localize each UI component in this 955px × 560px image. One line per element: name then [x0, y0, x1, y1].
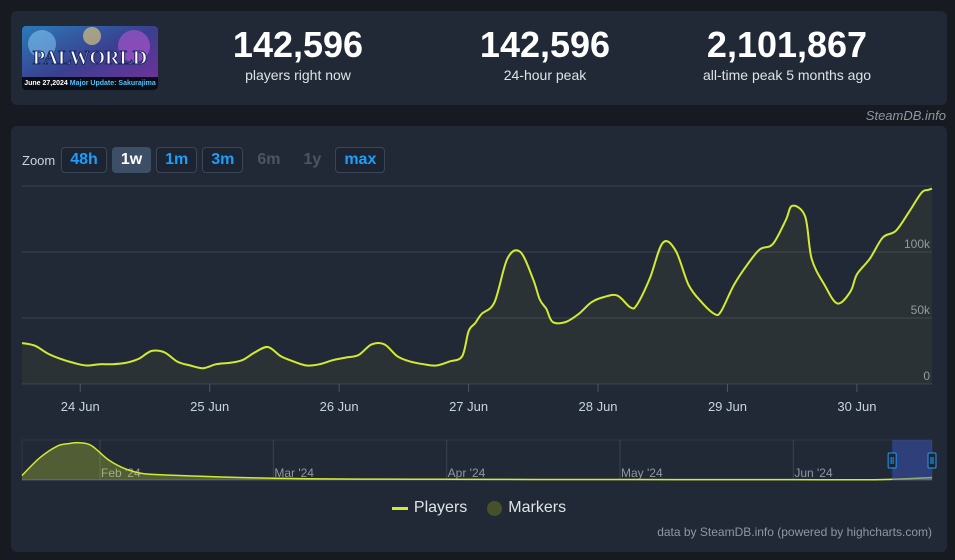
y-tick-label: 50k: [911, 303, 931, 317]
stat-label: players right now: [245, 67, 351, 83]
chart-panel: 0 50k 100k 24 Jun 25 Jun 26 Jun 27 Jun 28 Jun 29…: [11, 126, 947, 552]
steamdb-credit[interactable]: SteamDB.info: [865, 108, 946, 123]
stat-label: 24-hour peak: [503, 67, 587, 83]
logo-update-banner: June 27,2024 Major Update: Sakurajima: [22, 77, 158, 90]
legend-item-markers[interactable]: Markers: [487, 499, 566, 517]
stat-label: all-time peak 5 months ago: [702, 67, 872, 83]
legend-label: Players: [413, 499, 468, 516]
legend-label: Markers: [508, 499, 567, 516]
x-tick-label: 29 Jun: [708, 399, 747, 414]
stat-current-players: 142,596 players right now: [178, 24, 418, 84]
navigator-area: [22, 442, 932, 480]
y-tick-label: 0: [923, 369, 930, 383]
stat-value: 2,101,867: [706, 24, 868, 65]
navigator-right-handle[interactable]: [927, 452, 937, 469]
game-logo[interactable]: PALWORLD June 27,2024 Major Update: Saku…: [22, 26, 158, 90]
navigator-tick-label: May '24: [621, 466, 663, 480]
players-line: [21, 187, 933, 370]
zoom-max-button[interactable]: max: [335, 147, 386, 173]
zoom-48h-button[interactable]: 48h: [61, 147, 107, 173]
logo-title: PALWORLD: [33, 47, 147, 69]
zoom-6m-button: 6m: [248, 147, 289, 173]
x-tick-label: 25 Jun: [190, 399, 229, 414]
chart-credit[interactable]: data by SteamDB.info (powered by highcha…: [657, 525, 932, 539]
x-tick-label: 26 Jun: [320, 399, 359, 414]
logo-update-text: Major Update: Sakurajima: [69, 80, 156, 87]
zoom-3m-button[interactable]: 3m: [202, 147, 244, 173]
x-tick-label: 28 Jun: [579, 399, 618, 414]
stat-24h-peak: 142,596 24-hour peak: [425, 24, 665, 84]
stat-all-time-peak: 2,101,867 all-time peak 5 months ago: [667, 24, 907, 84]
legend-item-players[interactable]: Players: [391, 499, 468, 517]
zoom-label: Zoom: [22, 152, 56, 168]
navigator-tick-label: Mar '24: [274, 466, 314, 480]
navigator-left-handle[interactable]: [887, 452, 897, 469]
zoom-1w-button[interactable]: 1w: [111, 147, 152, 173]
legend-dot-icon: [487, 500, 503, 516]
y-tick-label: 100k: [904, 237, 931, 251]
stat-value: 142,596: [232, 24, 364, 65]
x-tick-label: 30 Jun: [837, 399, 876, 414]
x-tick-label: 24 Jun: [61, 399, 100, 414]
navigator-tick-label: Jun '24: [794, 466, 833, 480]
chart-legend: Players Markers: [11, 499, 947, 517]
navigator-tick-label: Feb '24: [101, 466, 141, 480]
logo-date: June 27,2024: [24, 80, 68, 87]
zoom-controls: Zoom 48h 1w 1m 3m 6m 1y max: [22, 146, 390, 174]
x-tick-label: 27 Jun: [449, 399, 488, 414]
players-area: [22, 188, 932, 384]
zoom-1m-button[interactable]: 1m: [156, 147, 198, 173]
stats-panel: PALWORLD June 27,2024 Major Update: Saku…: [11, 11, 947, 105]
navigator-tick-label: Apr '24: [448, 466, 486, 480]
navigator-selection: [892, 440, 932, 480]
navigator-line: [21, 441, 933, 481]
zoom-1y-button: 1y: [295, 147, 331, 173]
legend-line-icon: [391, 506, 408, 510]
players-chart: 0 50k 100k 24 Jun 25 Jun 26 Jun 27 Jun 28 Jun 29…: [21, 185, 937, 481]
stat-value: 142,596: [479, 24, 611, 65]
